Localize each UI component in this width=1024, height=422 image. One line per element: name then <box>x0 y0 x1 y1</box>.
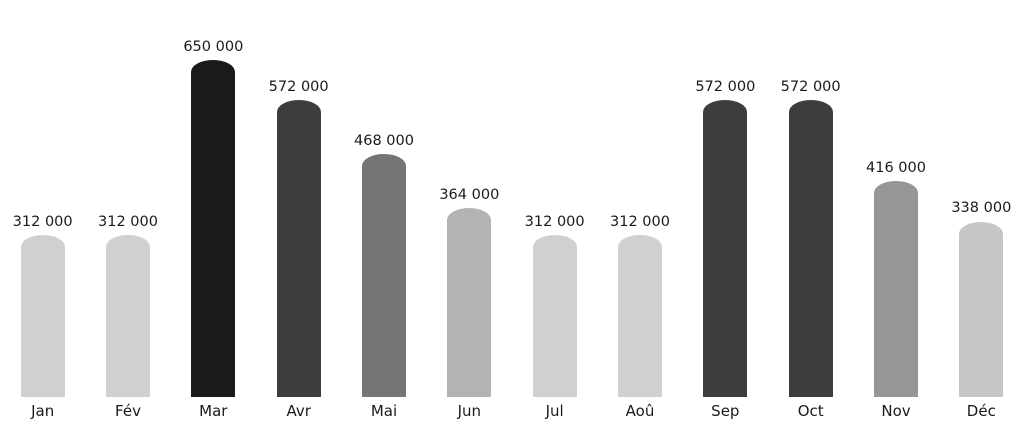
bar-slot-jul: 312 000 Jul <box>512 0 597 422</box>
bar-avr <box>276 100 321 397</box>
bar-value-label: 468 000 <box>354 132 414 149</box>
bar-nov <box>873 181 918 397</box>
bar-slot-nov: 416 000 Nov <box>853 0 938 422</box>
x-axis-label: Mai <box>370 402 398 420</box>
bar-value-label: 312 000 <box>98 213 158 230</box>
bar-value-label: 572 000 <box>780 78 841 95</box>
bar-slot-jun: 364 000 Jun <box>427 0 512 422</box>
bar-jan <box>20 235 65 397</box>
bar-fév <box>105 235 150 397</box>
bar-slot-oct: 572 000 Oct <box>768 0 853 422</box>
bar-value-label: 364 000 <box>439 186 500 203</box>
bar-slot-mai: 468 000 Mai <box>341 0 426 422</box>
x-axis-label: Jan <box>31 402 55 420</box>
bar-mar <box>191 60 236 397</box>
bar-aoû <box>617 235 662 397</box>
bar-sep <box>703 100 748 397</box>
bar-slot-mar: 650 000 Mar <box>171 0 256 422</box>
bar-value-label: 312 000 <box>524 213 585 230</box>
bar-slot-avr: 572 000 Avr <box>256 0 341 422</box>
x-axis-label: Oct <box>797 402 824 420</box>
bar-value-label: 312 000 <box>12 213 73 230</box>
x-axis-label: Jun <box>457 402 482 420</box>
bar-oct <box>788 100 833 397</box>
bar-slot-jan: 312 000 Jan <box>0 0 85 422</box>
bar-slot-aoû: 312 000 Aoû <box>597 0 682 422</box>
bar-déc <box>959 221 1004 397</box>
x-axis-label: Fév <box>115 402 141 420</box>
x-axis-label: Aoû <box>625 402 655 420</box>
bar-value-label: 416 000 <box>866 159 926 176</box>
x-axis-label: Mar <box>199 402 228 420</box>
bar-slot-sep: 572 000 Sep <box>683 0 768 422</box>
bar-value-label: 650 000 <box>183 38 244 55</box>
x-axis-label: Jul <box>545 402 564 420</box>
bar-value-label: 338 000 <box>951 200 1012 217</box>
x-axis-label: Déc <box>966 402 996 420</box>
bar-jul <box>532 235 577 397</box>
bar-value-label: 572 000 <box>695 78 756 95</box>
bar-mai <box>361 154 406 397</box>
x-axis-label: Sep <box>711 402 740 420</box>
bar-slot-fév: 312 000 Fév <box>85 0 170 422</box>
bar-value-label: 312 000 <box>610 213 670 230</box>
x-axis-label: Nov <box>881 402 911 420</box>
x-axis-label: Avr <box>286 402 311 420</box>
bar-slot-déc: 338 000 Déc <box>939 0 1024 422</box>
bar-value-label: 572 000 <box>268 78 329 95</box>
bar-jun <box>447 208 492 397</box>
